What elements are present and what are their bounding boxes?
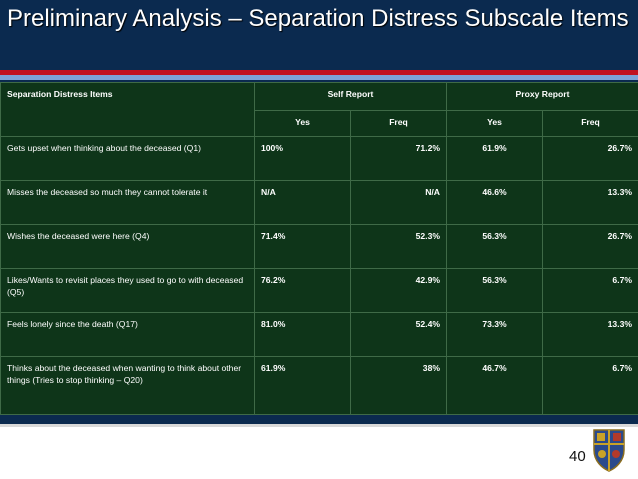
proxy-report-header: Proxy Report bbox=[446, 82, 638, 111]
page-number: 40 bbox=[569, 448, 586, 465]
self-freq-cell: 52.4% bbox=[350, 312, 447, 357]
proxy-freq-cell: 13.3% bbox=[542, 180, 638, 225]
proxy-yes-cell: 56.3% bbox=[446, 268, 543, 313]
table-row: Feels lonely since the death (Q17) 81.0%… bbox=[0, 312, 638, 357]
slide-title: Preliminary Analysis – Separation Distre… bbox=[7, 5, 629, 32]
proxy-freq-cell: 26.7% bbox=[542, 136, 638, 181]
item-cell: Feels lonely since the death (Q17) bbox=[0, 312, 255, 357]
self-yes-header: Yes bbox=[254, 110, 351, 137]
title-divider bbox=[0, 70, 638, 80]
table-row: Likes/Wants to revisit places they used … bbox=[0, 268, 638, 313]
footer-divider bbox=[0, 424, 638, 427]
self-freq-cell: 42.9% bbox=[350, 268, 447, 313]
table-row: Misses the deceased so much they cannot … bbox=[0, 180, 638, 225]
proxy-freq-cell: 13.3% bbox=[542, 312, 638, 357]
table-row: Wishes the deceased were here (Q4) 71.4%… bbox=[0, 224, 638, 269]
self-freq-header: Freq bbox=[350, 110, 447, 137]
self-yes-cell: 61.9% bbox=[254, 356, 351, 415]
proxy-freq-cell: 6.7% bbox=[542, 268, 638, 313]
self-freq-cell: 38% bbox=[350, 356, 447, 415]
items-column-header: Separation Distress Items bbox=[0, 82, 255, 137]
item-cell: Misses the deceased so much they cannot … bbox=[0, 180, 255, 225]
university-crest-icon bbox=[593, 429, 625, 472]
proxy-freq-header: Freq bbox=[542, 110, 638, 137]
table-header-row: Separation Distress Items Self Report Pr… bbox=[0, 82, 638, 137]
self-freq-cell: N/A bbox=[350, 180, 447, 225]
item-cell: Likes/Wants to revisit places they used … bbox=[0, 268, 255, 313]
results-table: Separation Distress Items Self Report Pr… bbox=[0, 82, 638, 415]
table-row: Gets upset when thinking about the decea… bbox=[0, 136, 638, 181]
self-freq-cell: 71.2% bbox=[350, 136, 447, 181]
self-yes-cell: 81.0% bbox=[254, 312, 351, 357]
self-report-header: Self Report bbox=[254, 82, 447, 111]
item-cell: Wishes the deceased were here (Q4) bbox=[0, 224, 255, 269]
self-yes-cell: 76.2% bbox=[254, 268, 351, 313]
proxy-yes-header: Yes bbox=[446, 110, 543, 137]
item-cell: Thinks about the deceased when wanting t… bbox=[0, 356, 255, 415]
results-table-container: Separation Distress Items Self Report Pr… bbox=[0, 82, 638, 415]
proxy-yes-cell: 73.3% bbox=[446, 312, 543, 357]
table-subheader-row: Yes Freq Yes Freq bbox=[1, 110, 638, 137]
self-yes-cell: 71.4% bbox=[254, 224, 351, 269]
table-row: Thinks about the deceased when wanting t… bbox=[0, 356, 638, 415]
proxy-yes-cell: 46.6% bbox=[446, 180, 543, 225]
self-yes-cell: 100% bbox=[254, 136, 351, 181]
proxy-yes-cell: 56.3% bbox=[446, 224, 543, 269]
proxy-freq-cell: 6.7% bbox=[542, 356, 638, 415]
proxy-yes-cell: 46.7% bbox=[446, 356, 543, 415]
self-yes-cell: N/A bbox=[254, 180, 351, 225]
item-cell: Gets upset when thinking about the decea… bbox=[0, 136, 255, 181]
proxy-freq-cell: 26.7% bbox=[542, 224, 638, 269]
proxy-yes-cell: 61.9% bbox=[446, 136, 543, 181]
self-freq-cell: 52.3% bbox=[350, 224, 447, 269]
